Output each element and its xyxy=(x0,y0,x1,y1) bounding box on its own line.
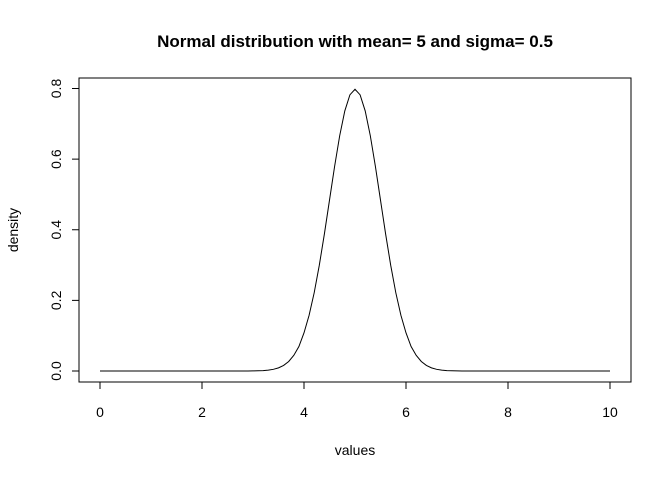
density-curve xyxy=(100,88,610,372)
y-tick-label: 0.2 xyxy=(48,290,64,310)
x-tick-label: 0 xyxy=(96,404,104,420)
plot-frame xyxy=(78,77,632,383)
x-axis-label: values xyxy=(335,442,375,458)
x-axis: 0 2 4 6 8 10 xyxy=(96,381,618,420)
y-tick-label: 0.0 xyxy=(48,361,64,381)
x-tick-label: 2 xyxy=(198,404,206,420)
y-tick-label: 0.8 xyxy=(48,79,64,99)
x-tick-label: 4 xyxy=(300,404,308,420)
chart-title: Normal distribution with mean= 5 and sig… xyxy=(157,32,553,51)
x-tick-label: 6 xyxy=(402,404,410,420)
y-axis-label: density xyxy=(5,208,21,252)
y-tick-label: 0.6 xyxy=(48,149,64,169)
y-tick-label: 0.4 xyxy=(48,220,64,240)
x-tick-label: 8 xyxy=(504,404,512,420)
y-axis: 0.0 0.2 0.4 0.6 0.8 xyxy=(48,79,80,381)
x-tick-label: 10 xyxy=(602,404,618,420)
